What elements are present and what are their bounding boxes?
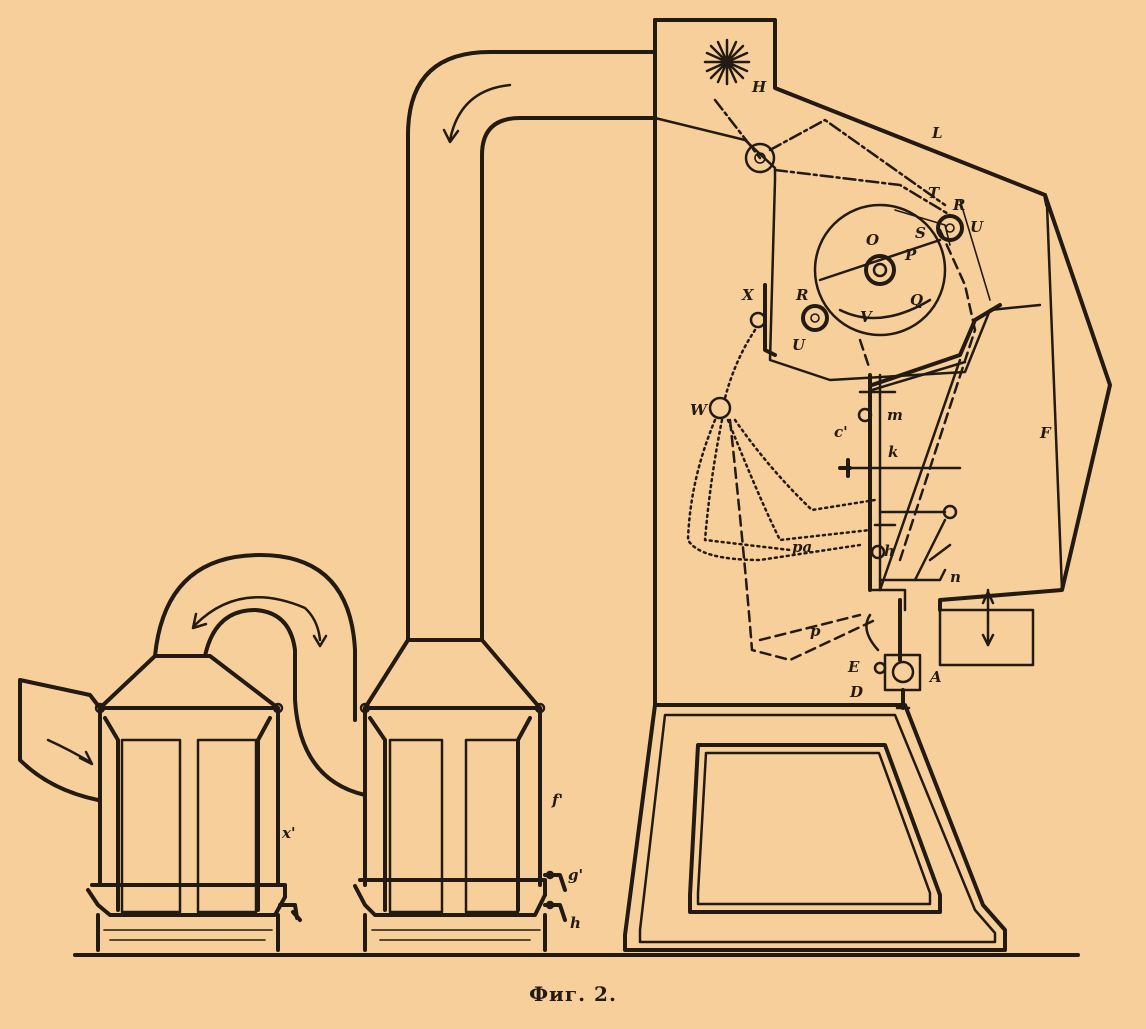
label-h: H <box>751 78 767 96</box>
label-h-tap: h <box>570 914 581 932</box>
main-duct <box>406 50 657 642</box>
label-u-left: U <box>792 336 806 354</box>
label-u-right: U <box>970 218 984 236</box>
label-m: m <box>887 406 903 424</box>
label-h-mid: h <box>884 542 895 560</box>
label-l: L <box>931 124 943 142</box>
label-pa: pa <box>792 538 812 556</box>
label-d: D <box>849 683 863 701</box>
drain-taps <box>278 870 567 922</box>
label-p-lower: p <box>810 622 821 640</box>
label-w: W <box>690 401 709 419</box>
label-f-prime: f' <box>551 791 563 809</box>
label-s: S <box>915 224 926 242</box>
label-x-prime: x' <box>281 824 296 842</box>
label-c: c' <box>834 423 848 441</box>
label-x-bracket: X <box>741 286 755 304</box>
control-rod <box>838 328 977 612</box>
label-v: V <box>860 308 873 326</box>
label-f: F <box>1039 424 1052 442</box>
label-n: n <box>950 568 961 586</box>
filter-unit-right <box>353 638 547 952</box>
label-r-left: R <box>795 286 808 304</box>
figure-caption: Фиг. 2. <box>529 982 617 1006</box>
arrow-mark <box>928 543 952 562</box>
label-o: O <box>866 231 879 249</box>
weight-w <box>686 283 877 662</box>
label-q: Q <box>910 291 923 309</box>
main-wheel <box>801 203 977 372</box>
label-g-prime: g' <box>568 866 583 884</box>
label-p: P <box>904 246 917 264</box>
label-e: E <box>847 658 860 676</box>
feed-tray <box>870 303 1002 392</box>
diagram-labels: H L F W X U U R R O P Q S T V m c' k h n… <box>281 78 1052 932</box>
valve-assembly <box>865 598 922 710</box>
machine-pedestal <box>623 703 1007 952</box>
fan-h <box>703 38 751 86</box>
machine-housing <box>653 18 1112 707</box>
label-a: A <box>928 668 942 686</box>
label-k: k <box>888 443 898 461</box>
linkage-upper <box>713 98 952 217</box>
filter-unit-left <box>18 654 287 952</box>
label-r-right: R <box>952 196 965 214</box>
label-t: T <box>928 184 941 202</box>
connecting-duct <box>153 553 367 797</box>
